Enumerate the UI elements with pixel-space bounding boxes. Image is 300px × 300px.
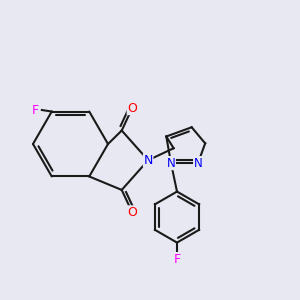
Text: O: O	[127, 101, 137, 115]
Text: O: O	[127, 206, 137, 219]
Text: F: F	[173, 253, 181, 266]
Text: N: N	[194, 157, 202, 169]
Text: F: F	[32, 103, 39, 116]
Text: N: N	[143, 154, 153, 167]
Text: N: N	[167, 157, 176, 169]
